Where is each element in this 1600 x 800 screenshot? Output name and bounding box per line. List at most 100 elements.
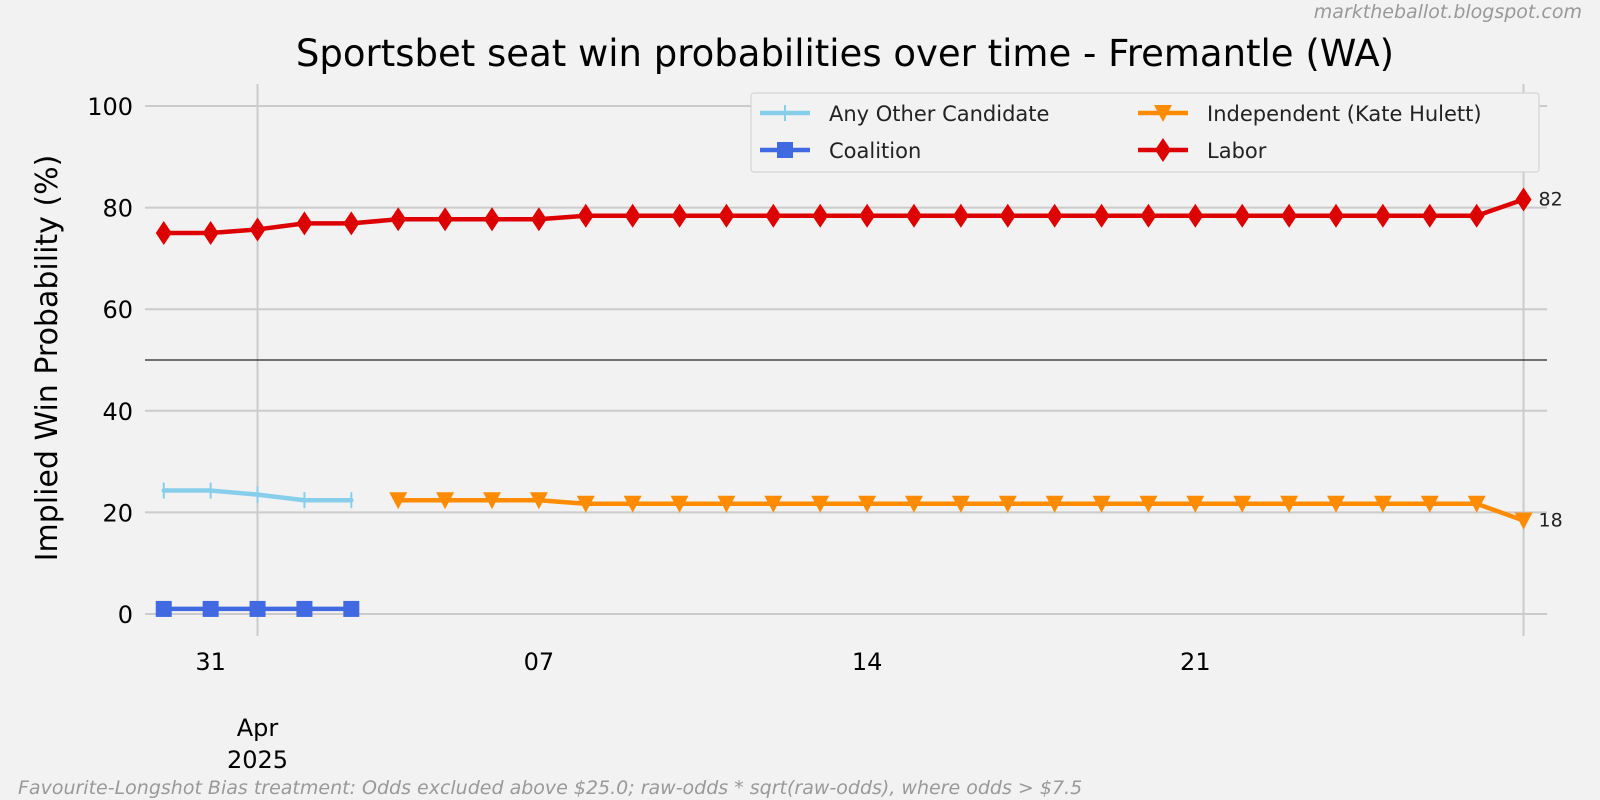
legend-label: Any Other Candidate xyxy=(829,102,1049,126)
legend: Any Other Candidate Coalition Independent … xyxy=(750,92,1540,173)
data-point xyxy=(859,203,876,228)
data-point xyxy=(1374,203,1391,228)
x-tick-label: 21 xyxy=(1180,648,1211,676)
chart-title: Sportsbet seat win probabilities over ti… xyxy=(296,32,1394,75)
end-label: 18 xyxy=(1539,510,1563,532)
data-point xyxy=(1280,495,1299,513)
series-labor xyxy=(155,187,1532,245)
y-tick-label: 20 xyxy=(102,499,133,527)
data-point xyxy=(577,203,594,228)
data-point xyxy=(1092,495,1111,513)
series-independent-kate-hulett xyxy=(389,492,1533,530)
x-tick-label: 14 xyxy=(852,648,883,676)
data-point xyxy=(811,495,830,513)
legend-label: Labor xyxy=(1207,139,1267,163)
data-point xyxy=(717,495,736,513)
data-point xyxy=(1420,495,1439,513)
data-point xyxy=(155,600,172,617)
data-point xyxy=(904,495,923,513)
data-point xyxy=(624,203,641,228)
data-point xyxy=(905,203,922,228)
data-point xyxy=(718,203,735,228)
data-point xyxy=(202,600,219,617)
data-point xyxy=(1045,495,1064,513)
data-point xyxy=(1233,495,1252,513)
data-point xyxy=(812,203,829,228)
data-point xyxy=(1327,203,1344,228)
legend-item: Coalition xyxy=(760,139,921,163)
data-point xyxy=(1514,512,1533,530)
legend-item: Labor xyxy=(1138,138,1267,163)
x-tick-label: 31 xyxy=(195,648,226,676)
data-point xyxy=(437,207,454,232)
data-point xyxy=(155,221,172,245)
data-point xyxy=(670,495,689,513)
data-point xyxy=(343,600,360,617)
data-point xyxy=(1234,203,1251,228)
x-tick-sublabel: 2025 xyxy=(227,746,288,774)
data-point xyxy=(671,203,688,228)
data-point xyxy=(1467,495,1486,513)
data-point xyxy=(249,600,266,617)
footnote-text: Favourite-Longshot Bias treatment: Odds … xyxy=(18,777,1082,799)
y-tick-label: 0 xyxy=(118,601,133,629)
data-point xyxy=(1187,203,1204,228)
data-point xyxy=(1515,187,1532,212)
data-point xyxy=(483,207,500,232)
data-point xyxy=(1093,203,1110,228)
data-point xyxy=(576,495,595,513)
legend-swatch-marker xyxy=(777,142,793,158)
data-point xyxy=(858,495,877,513)
data-point xyxy=(1326,495,1345,513)
data-point xyxy=(202,221,219,245)
data-point xyxy=(1281,203,1298,228)
data-point xyxy=(1139,495,1158,513)
x-tick-label: 07 xyxy=(524,648,555,676)
series-coalition xyxy=(155,600,360,617)
data-point xyxy=(998,495,1017,513)
data-point xyxy=(1373,495,1392,513)
data-point xyxy=(436,492,455,510)
data-point xyxy=(249,217,266,242)
data-point xyxy=(623,495,642,513)
end-label: 82 xyxy=(1539,188,1563,210)
data-point xyxy=(529,492,548,510)
y-ticks: 0 20 40 60 80 100 xyxy=(87,93,133,629)
data-point xyxy=(999,203,1016,228)
y-tick-label: 80 xyxy=(102,195,133,223)
data-point xyxy=(1421,203,1438,228)
y-tick-label: 100 xyxy=(87,93,133,121)
data-point xyxy=(1140,203,1157,228)
data-point xyxy=(1468,203,1485,228)
y-tick-label: 40 xyxy=(102,398,133,426)
legend-label: Independent (Kate Hulett) xyxy=(1207,102,1482,126)
data-point xyxy=(765,203,782,228)
series-any-other-candidate xyxy=(161,482,354,509)
data-point xyxy=(482,492,501,510)
data-point xyxy=(530,207,547,232)
x-ticks: 31 Apr 2025 07 14 21 xyxy=(195,648,1210,774)
legend-item: Independent (Kate Hulett) xyxy=(1138,102,1482,126)
data-point xyxy=(390,207,407,232)
y-tick-label: 60 xyxy=(102,296,133,324)
data-point xyxy=(343,211,360,236)
data-point xyxy=(389,492,408,510)
legend-swatch-marker xyxy=(1154,105,1172,122)
data-point xyxy=(952,203,969,228)
x-tick-label: Apr xyxy=(237,714,279,742)
data-point xyxy=(296,600,313,617)
data-point xyxy=(1186,495,1205,513)
data-point xyxy=(296,211,313,236)
credit-text: marktheballot.blogspot.com xyxy=(1314,1,1582,23)
y-axis-label: Implied Win Probability (%) xyxy=(30,155,65,562)
legend-swatch-marker xyxy=(1155,138,1171,162)
legend-item: Any Other Candidate xyxy=(760,102,1049,126)
series-layer xyxy=(155,187,1533,617)
legend-box xyxy=(750,92,1540,173)
data-point xyxy=(951,495,970,513)
data-point xyxy=(1046,203,1063,228)
data-point xyxy=(764,495,783,513)
legend-label: Coalition xyxy=(829,139,921,163)
